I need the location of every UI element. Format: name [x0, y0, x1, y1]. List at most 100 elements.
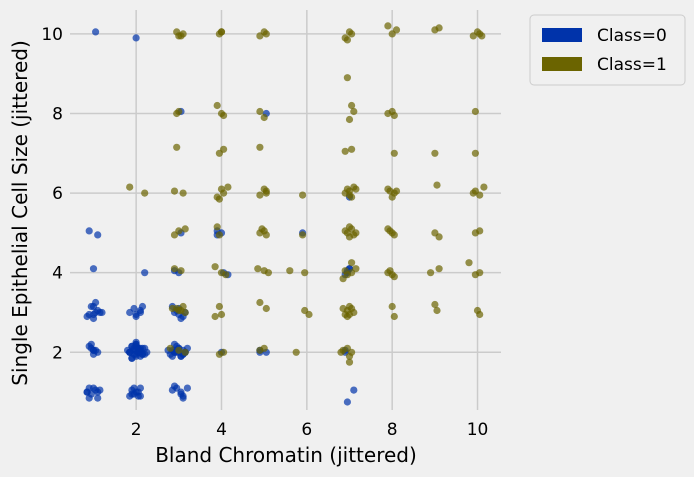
data-point-class-1: [390, 111, 398, 120]
data-point-class-1: [177, 267, 185, 275]
data-point-class-1: [215, 231, 223, 239]
data-point-class-1: [181, 348, 189, 356]
y-axis-ticks: 2 4 6 8 10: [41, 25, 63, 363]
data-point-class-1: [260, 113, 268, 122]
x-tick-label: 4: [216, 420, 227, 440]
data-point-class-1: [345, 233, 354, 241]
data-point-class-1: [478, 32, 486, 40]
data-point-class-1: [286, 267, 294, 275]
data-point-class-1: [260, 344, 268, 352]
y-tick-label: 4: [52, 264, 63, 284]
data-point-class-1: [352, 229, 360, 237]
data-point-class-1: [348, 348, 356, 356]
data-point-class-1: [384, 185, 392, 193]
data-point-class-1: [390, 149, 398, 157]
data-point-class-1: [220, 189, 228, 197]
y-tick-label: 2: [52, 343, 63, 363]
data-point-class-1: [384, 22, 392, 30]
data-point-class-1: [337, 348, 345, 356]
data-point-class-1: [215, 350, 223, 358]
x-tick-label: 8: [387, 420, 398, 440]
data-point-class-1: [433, 181, 441, 189]
data-point-class-1: [480, 183, 488, 191]
data-point-class-1: [471, 107, 479, 116]
data-point-class-0: [179, 394, 187, 402]
data-point-class-1: [435, 233, 443, 241]
data-point-class-0: [87, 302, 95, 311]
data-point-class-1: [388, 193, 396, 201]
data-point-class-1: [217, 310, 226, 319]
data-point-class-1: [476, 310, 484, 319]
x-tick-label: 6: [301, 420, 312, 440]
data-point-class-0: [141, 350, 149, 358]
data-point-class-1: [352, 185, 360, 193]
data-point-class-1: [175, 32, 183, 40]
data-point-class-1: [341, 267, 349, 275]
y-tick-label: 6: [52, 184, 63, 204]
data-point-class-1: [213, 101, 221, 110]
x-axis-label: Bland Chromatin (jittered): [155, 443, 417, 467]
data-point-class-1: [224, 183, 232, 191]
data-point-class-1: [343, 74, 351, 82]
data-point-class-1: [170, 265, 179, 273]
data-point-class-1: [348, 101, 356, 110]
data-point-class-1: [179, 189, 187, 197]
data-point-class-0: [85, 227, 93, 235]
x-tick-label: 10: [467, 420, 489, 440]
data-point-class-1: [262, 30, 270, 38]
data-point-class-1: [256, 191, 264, 199]
y-axis-label: Single Epithelial Cell Size (jittered): [8, 40, 32, 385]
data-point-class-1: [339, 304, 347, 313]
data-point-class-1: [348, 30, 356, 38]
data-point-class-1: [126, 183, 134, 191]
data-point-class-0: [92, 28, 100, 36]
data-point-class-1: [345, 358, 354, 366]
data-point-class-0: [89, 314, 98, 323]
data-point-class-1: [431, 300, 439, 309]
data-point-class-1: [256, 107, 264, 116]
data-point-class-1: [262, 189, 270, 197]
data-point-class-1: [476, 269, 484, 277]
data-point-class-1: [350, 107, 358, 116]
legend-swatch-class-1: [542, 57, 582, 71]
data-point-class-1: [392, 26, 401, 34]
data-point-class-1: [384, 225, 392, 233]
data-point-class-0: [85, 394, 93, 402]
data-point-class-0: [132, 34, 140, 42]
data-point-class-1: [262, 304, 270, 313]
x-tick-label: 2: [131, 420, 142, 440]
data-point-class-1: [476, 227, 484, 235]
data-point-class-0: [94, 394, 102, 402]
data-point-class-1: [211, 263, 219, 271]
data-point-class-0: [138, 302, 147, 311]
data-point-class-1: [348, 145, 356, 153]
data-point-class-0: [168, 386, 176, 394]
data-points: [83, 22, 488, 406]
data-point-class-1: [299, 191, 307, 199]
data-point-class-0: [89, 384, 98, 392]
data-point-class-1: [345, 310, 354, 319]
data-point-class-1: [345, 191, 354, 199]
data-point-class-1: [213, 193, 221, 201]
data-point-class-1: [177, 306, 185, 315]
data-point-class-0: [350, 386, 358, 394]
data-point-class-1: [435, 24, 443, 32]
data-point-class-0: [343, 398, 351, 406]
data-point-class-1: [345, 223, 354, 231]
data-point-class-0: [94, 306, 102, 315]
data-point-class-0: [141, 269, 149, 277]
data-point-class-1: [264, 269, 272, 277]
data-point-class-1: [386, 267, 394, 275]
data-point-class-1: [433, 306, 441, 315]
data-point-class-1: [222, 271, 230, 279]
data-point-class-1: [345, 302, 354, 311]
data-point-class-1: [215, 302, 223, 311]
data-point-class-1: [215, 149, 223, 157]
data-point-class-1: [256, 298, 264, 307]
y-tick-label: 10: [41, 25, 63, 45]
data-point-class-1: [173, 143, 181, 151]
data-point-class-1: [390, 312, 398, 321]
data-point-class-0: [87, 340, 95, 348]
data-point-class-1: [213, 223, 221, 231]
